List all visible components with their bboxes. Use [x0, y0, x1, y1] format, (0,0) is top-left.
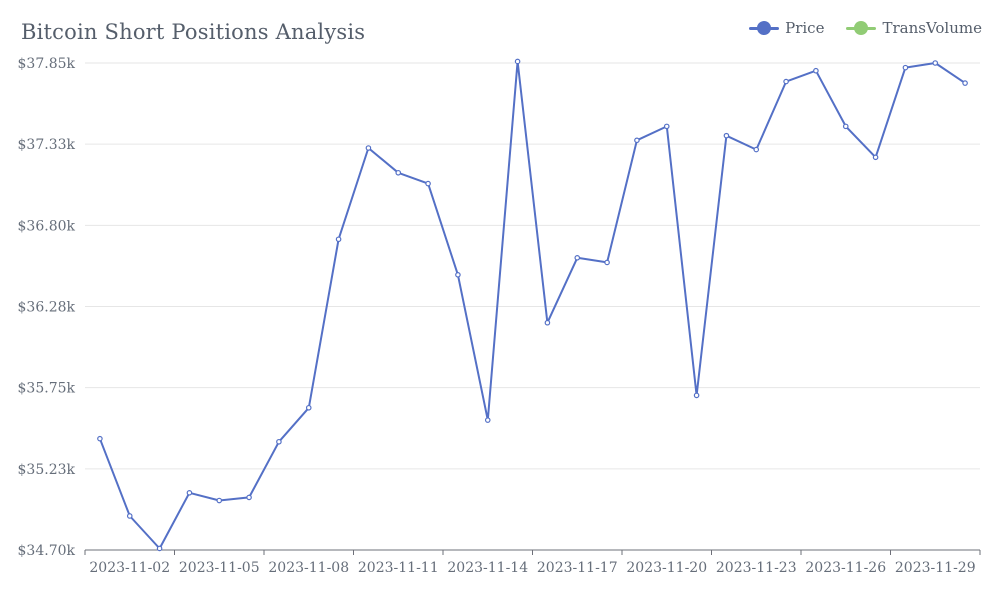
x-tick-label: 2023-11-02	[89, 560, 170, 576]
price-point	[395, 169, 402, 176]
legend: Price TransVolume	[749, 19, 982, 37]
legend-swatch-transvolume	[846, 21, 877, 35]
price-point	[753, 146, 760, 153]
price-point	[902, 64, 909, 71]
price-point	[842, 123, 849, 130]
price-point	[156, 545, 163, 552]
y-tick-label: $35.75k	[18, 381, 76, 397]
y-tick-label: $36.80k	[18, 218, 76, 234]
x-tick-label: 2023-11-11	[358, 560, 439, 576]
price-point	[484, 417, 491, 423]
price-point	[425, 180, 431, 187]
price-series-line	[98, 60, 966, 550]
price-point	[693, 392, 700, 399]
price-point	[126, 513, 133, 519]
price-point	[544, 319, 551, 326]
price-point	[186, 489, 193, 496]
price-point	[962, 80, 968, 86]
x-tick-label: 2023-11-17	[537, 560, 618, 576]
y-tick-label: $34.70k	[18, 543, 76, 559]
price-point	[723, 132, 730, 139]
price-point	[455, 272, 461, 278]
chart-title: Bitcoin Short Positions Analysis	[21, 20, 366, 44]
x-tick-label: 2023-11-20	[626, 560, 707, 576]
x-tick-label: 2023-11-29	[895, 560, 976, 576]
price-point	[783, 78, 789, 85]
price-point	[246, 494, 252, 501]
legend-label-transvolume: TransVolume	[882, 19, 982, 37]
price-point	[216, 497, 223, 504]
x-tick-label: 2023-11-05	[179, 560, 260, 576]
legend-label-price: Price	[785, 19, 825, 37]
price-point	[574, 254, 581, 261]
price-point	[335, 236, 342, 243]
price-point	[872, 154, 879, 161]
y-tick-label: $37.33k	[18, 137, 76, 153]
price-point	[604, 259, 610, 266]
y-tick-label: $36.28k	[18, 300, 76, 316]
price-point	[514, 58, 521, 65]
price-point	[365, 145, 372, 151]
price-point	[305, 404, 312, 411]
price-point	[634, 137, 640, 144]
x-tick-label: 2023-11-14	[447, 560, 528, 576]
legend-item-price[interactable]: Price	[749, 19, 824, 37]
y-tick-label: $37.85k	[18, 56, 76, 72]
price-point	[813, 67, 819, 74]
x-tick-label: 2023-11-26	[805, 560, 886, 576]
y-tick-label: $35.23k	[18, 462, 76, 478]
price-point	[97, 435, 103, 442]
legend-swatch-price	[749, 21, 780, 35]
price-point	[663, 123, 670, 130]
x-tick-label: 2023-11-23	[716, 560, 797, 576]
legend-item-transvolume[interactable]: TransVolume	[846, 19, 982, 37]
price-point	[276, 438, 282, 445]
price-point	[932, 60, 939, 66]
x-tick-label: 2023-11-08	[268, 560, 349, 576]
